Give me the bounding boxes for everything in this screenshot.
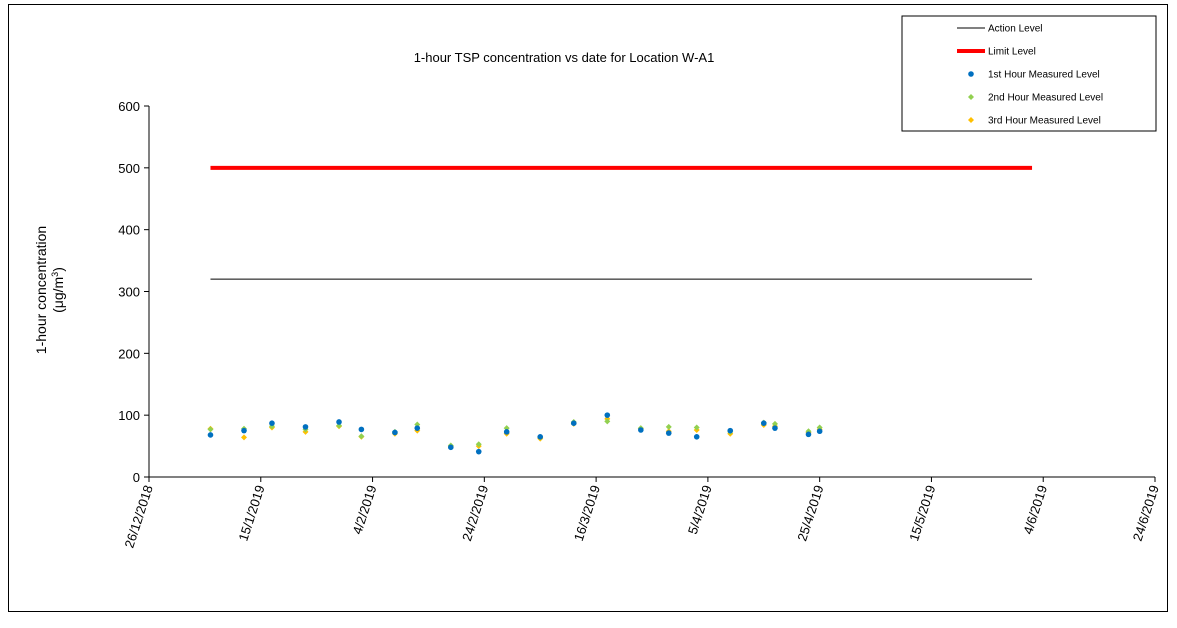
y-axis-unit-suffix: ) [50, 267, 66, 272]
series2-point [475, 441, 482, 448]
legend-label: Action Level [988, 24, 1042, 35]
series1-point [475, 448, 482, 455]
x-tick-label: 15/5/2019 [906, 483, 938, 543]
legend-swatch [968, 71, 974, 77]
series1-point [392, 429, 398, 436]
y-tick-label: 200 [118, 346, 140, 361]
x-tick-label: 16/3/2019 [571, 483, 603, 543]
y-axis-title: 1-hour concentration (μg/m3) [33, 226, 66, 354]
y-axis-title-line1: 1-hour concentration [33, 226, 49, 354]
series2-point [207, 426, 214, 433]
series1-point [772, 425, 778, 431]
series2-point [358, 433, 365, 440]
series1-point [269, 420, 275, 427]
x-tick-label: 5/4/2019 [685, 483, 715, 536]
reference-lines [210, 165, 1033, 280]
series1-point [448, 444, 454, 451]
y-axis-unit-prefix: (μg/m [50, 277, 66, 313]
series1-point [503, 429, 510, 435]
series1-point [537, 434, 544, 440]
y-tick-label: 0 [133, 470, 140, 485]
legend-label: 1st Hour Measured Level [988, 70, 1100, 81]
y-tick-label: 100 [118, 408, 140, 423]
y-tick-label: 600 [118, 99, 140, 114]
legend-box [901, 15, 1157, 132]
series1-point [302, 424, 309, 430]
series2-point [604, 418, 611, 425]
series1-point [241, 427, 247, 434]
y-tick-label: 300 [118, 285, 140, 300]
series1-point [805, 431, 812, 438]
x-tick-label: 4/6/2019 [1020, 483, 1050, 536]
y-axis-unit-superscript: 3 [50, 272, 60, 277]
legend: Action Level Limit Level 1st Hour Measured… [901, 15, 1157, 132]
series1-point [414, 425, 421, 431]
x-tick-label: 15/1/2019 [235, 483, 267, 543]
data-points [207, 412, 823, 455]
series2-point [693, 424, 700, 431]
series1-point [693, 434, 700, 440]
legend-label: Limit Level [988, 47, 1036, 58]
legend-swatch [968, 94, 974, 100]
series1-point [665, 430, 672, 436]
axes: 0 100 200 300 400 500 600 26/12/2018 15/1/2019 4/… [118, 99, 1162, 550]
series1-point [336, 419, 342, 425]
legend-label: 2nd Hour Measured Level [988, 93, 1103, 104]
y-axis-title-line2: (μg/m3) [50, 267, 66, 313]
x-tick-label: 25/4/2019 [794, 483, 826, 543]
series1-point [207, 432, 214, 438]
series1-point [570, 420, 577, 427]
y-tick-label: 400 [118, 223, 140, 238]
series2-point [665, 423, 672, 430]
legend-label: 3rd Hour Measured Level [988, 116, 1101, 127]
y-tick-label: 500 [118, 161, 140, 176]
x-tick-label: 24/2/2019 [459, 483, 491, 543]
series1-point [638, 427, 644, 433]
chart-title: 1-hour TSP concentration vs date for Loc… [414, 50, 715, 65]
legend-swatch [968, 117, 974, 123]
series2-point [771, 420, 778, 427]
series1-point [604, 412, 611, 418]
series3-point [241, 434, 248, 441]
series1-point [760, 420, 767, 427]
x-tick-label: 24/6/2019 [1130, 483, 1162, 543]
series1-point [358, 426, 365, 433]
series1-point [727, 427, 734, 434]
x-tick-label: 26/12/2018 [121, 483, 155, 550]
series1-point [816, 428, 823, 435]
x-tick-label: 4/2/2019 [350, 483, 380, 536]
